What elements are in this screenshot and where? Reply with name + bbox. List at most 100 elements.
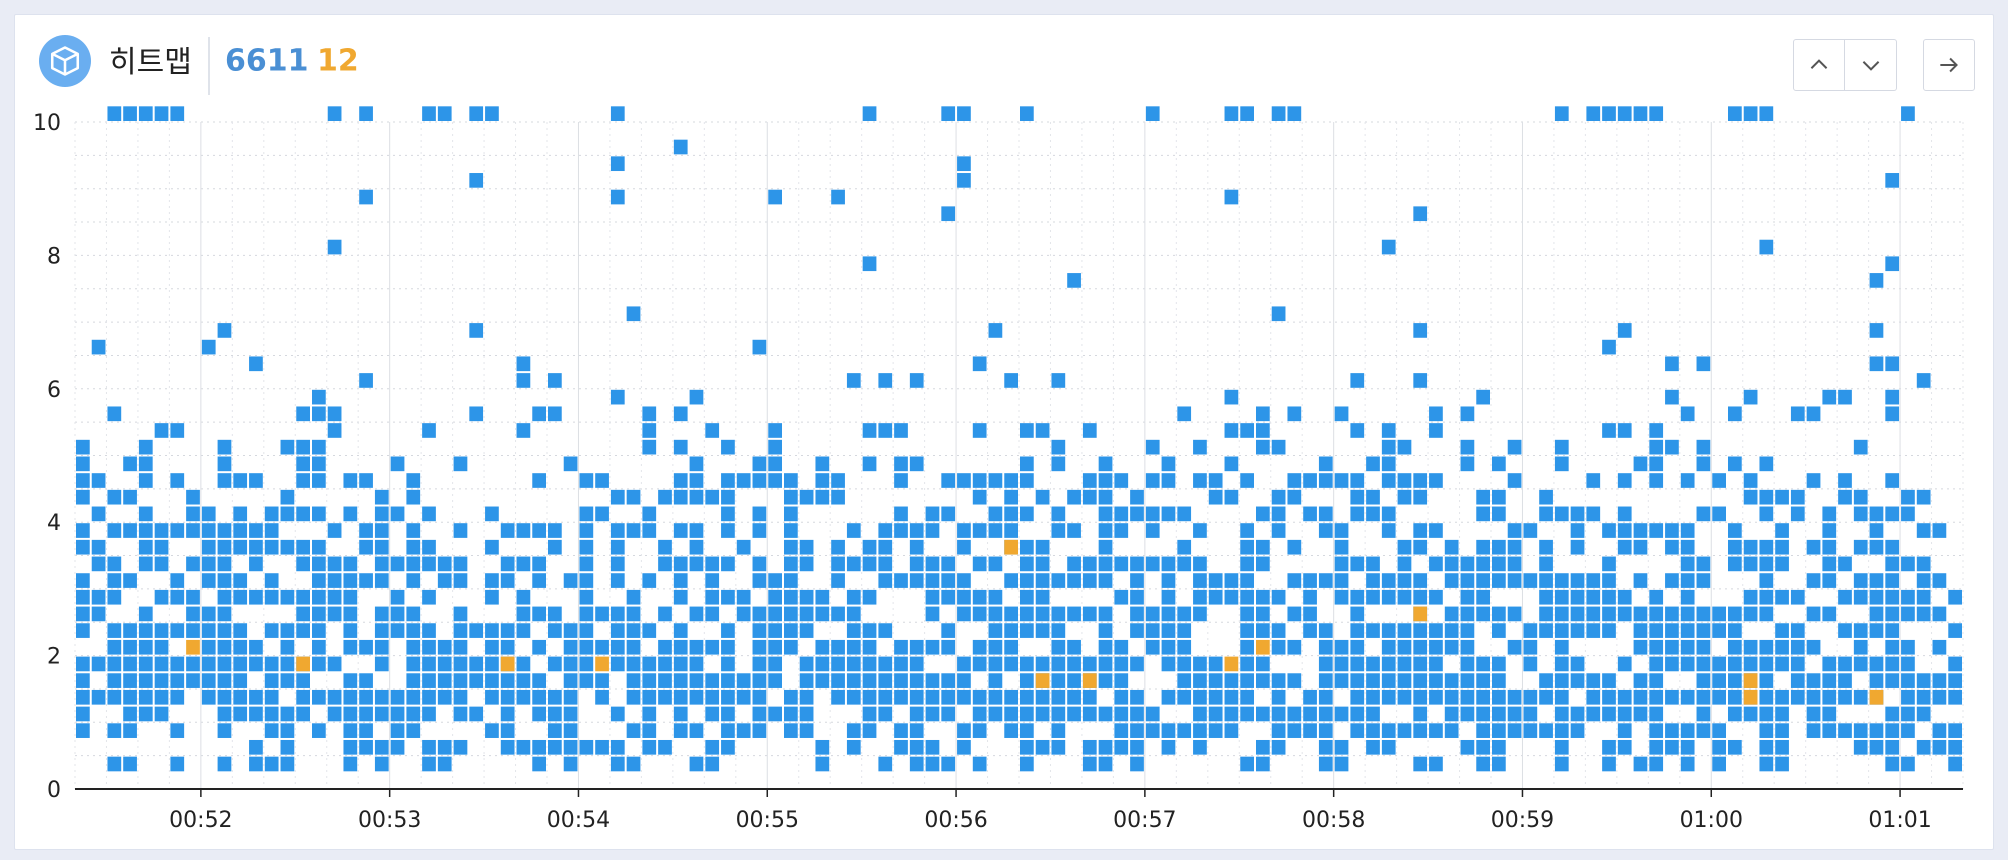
heatmap-cell [1633,639,1648,655]
heatmap-cell [658,539,672,555]
x-tick-label: 00:59 [1491,808,1554,833]
heatmap-cell [1256,656,1270,672]
heatmap-cell [1366,673,1380,688]
heatmap-cell [988,523,1003,538]
heatmap-cell [673,139,688,155]
heatmap-cell [1602,623,1616,638]
heatmap-cell [579,573,594,588]
heatmap-cell [642,573,657,588]
heatmap-cell [1444,639,1459,655]
heatmap-cell [548,606,562,622]
heatmap-cell [1051,623,1066,638]
heatmap-cell [170,673,185,688]
heatmap-cell [1476,706,1490,722]
heatmap-cell [1696,506,1711,522]
heatmap-cell [957,573,971,588]
heatmap-cell [1885,556,1900,572]
heatmap-cell [831,473,845,488]
heatmap-cell [1948,623,1962,638]
heatmap-cell [957,656,971,672]
heatmap-cell [1617,473,1632,488]
heatmap-cell [1586,573,1601,588]
heatmap-cell [1680,756,1695,772]
heatmap-cell [752,473,767,488]
go-to-detail-button[interactable] [1923,39,1975,91]
heatmap-cell [312,689,326,705]
heatmap-cell [721,689,735,705]
heatmap-cell [1633,539,1648,555]
heatmap-cell [249,756,263,772]
heatmap-cell [1523,639,1538,655]
heatmap-cell [1429,656,1443,672]
heatmap-cell [1539,589,1553,605]
heatmap-cell [862,623,877,638]
heatmap-cell [217,473,232,488]
heatmap-cell [1853,506,1868,522]
heatmap-cell [327,406,342,422]
heatmap-cell [988,656,1003,672]
heatmap-cell [469,406,484,422]
heatmap-cell [1130,556,1144,572]
heatmap-cell [1334,706,1349,722]
heatmap-cell [768,706,782,722]
heatmap-cell [249,639,263,655]
heatmap-cell [1775,689,1789,705]
heatmap-cell [1602,756,1616,772]
heatmap-cell [1145,439,1160,455]
heatmap-cell [201,506,216,522]
heatmap-cell [1224,423,1239,438]
heatmap-cell [1161,456,1176,472]
heatmap-cell [1082,573,1097,588]
heatmap-cell [862,656,877,672]
heatmap-cell [1460,623,1475,638]
heatmap-cell [374,556,389,572]
heatmap-cell [1098,456,1113,472]
heatmap-cell [909,689,924,705]
heatmap-cell [673,656,688,672]
heatmap-cell [626,523,641,538]
heatmap-cell [1051,606,1066,622]
heatmap-cell [280,756,295,772]
heatmap-cell [1570,656,1585,672]
heatmap-cell [1759,539,1774,555]
heatmap-cell [374,506,389,522]
heatmap-cell [280,439,295,455]
heatmap-cell [1240,539,1254,555]
heatmap-cell [1082,739,1097,755]
heatmap-cell [485,673,499,688]
heatmap-cell [1381,239,1396,255]
heatmap-cell [736,539,751,555]
heatmap-cell [815,673,830,688]
heatmap-cell [957,673,971,688]
heatmap-cell [217,573,232,588]
heatmap-cell [422,106,436,121]
heatmap-cell [280,739,295,755]
heatmap-cell [1177,689,1192,705]
heatmap-cell [469,656,484,672]
heatmap-cell [1743,389,1758,405]
heatmap-cell [1476,573,1490,588]
heatmap-cell [233,523,248,538]
heatmap-cells [76,106,1962,772]
heatmap-cell [1901,756,1915,772]
heatmap-cell [1303,623,1317,638]
heatmap-cell [233,506,248,522]
heatmap-cell [312,656,326,672]
heatmap-cell [1492,756,1506,772]
scroll-down-button[interactable] [1845,39,1897,91]
heatmap-cell [1885,706,1900,722]
heatmap-cell [1413,756,1428,772]
heatmap-cell [815,456,830,472]
heatmap-cell [1224,189,1239,205]
heatmap-cell [878,623,893,638]
heatmap-cell [1649,439,1664,455]
heatmap-cell [1554,739,1569,755]
heatmap-cell [327,523,342,538]
scroll-up-button[interactable] [1793,39,1845,91]
heatmap-cell [988,639,1003,655]
heatmap-cell [91,473,106,488]
heatmap-cell [170,756,185,772]
heatmap-cell [1916,589,1931,605]
heatmap-cell [1334,556,1349,572]
